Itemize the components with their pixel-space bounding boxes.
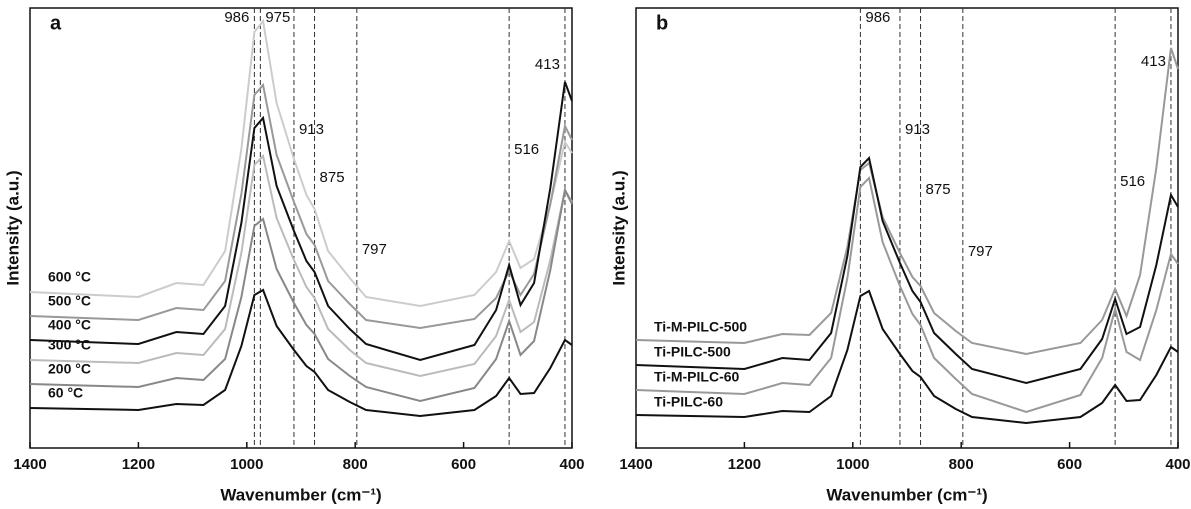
panel-label: a	[50, 12, 62, 34]
x-tick-label: 1000	[230, 456, 263, 473]
x-axis-title: Wavenumber (cm⁻¹)	[220, 485, 381, 504]
y-axis-title: Intensity (a.u.)	[609, 170, 628, 285]
series-label: Ti-M-PILC-60	[654, 369, 740, 385]
peak-label: 875	[926, 181, 951, 198]
spectrum	[29, 186, 573, 403]
peak-label: 913	[299, 121, 324, 138]
series-label: Ti-PILC-500	[654, 344, 731, 360]
peak-label: 797	[362, 241, 387, 258]
x-tick-label: 1400	[13, 456, 46, 473]
series-label: 60 °C	[48, 385, 83, 401]
panel-label: b	[656, 12, 668, 34]
peak-label: 797	[968, 243, 993, 260]
peak-label: 516	[514, 141, 539, 158]
spectrum	[29, 288, 573, 418]
plot-frame	[29, 7, 573, 449]
x-tick-label: 1000	[836, 456, 869, 473]
series-label: Ti-PILC-60	[654, 394, 723, 410]
peak-label: 413	[535, 56, 560, 73]
series-label: 500 °C	[48, 293, 91, 309]
series-label: 200 °C	[48, 361, 91, 377]
spectrum	[635, 175, 1179, 414]
plot-frame	[635, 7, 1179, 449]
x-tick-label: 600	[451, 456, 476, 473]
series-label: Ti-M-PILC-500	[654, 319, 747, 335]
spectrum	[635, 155, 1179, 385]
x-tick-label: 800	[949, 456, 974, 473]
peak-label: 975	[265, 9, 290, 26]
spectrum	[635, 289, 1179, 425]
spectrum	[29, 153, 573, 378]
peak-label: 913	[905, 121, 930, 138]
x-tick-label: 400	[1165, 456, 1190, 473]
spectrum	[29, 18, 573, 308]
peak-label: 516	[1120, 173, 1145, 190]
peak-label: 986	[224, 9, 249, 26]
x-tick-label: 1200	[728, 456, 761, 473]
peak-label: 986	[865, 9, 890, 26]
x-tick-label: 1400	[619, 456, 652, 473]
spectrum	[635, 47, 1179, 356]
x-tick-label: 800	[343, 456, 368, 473]
series-label: 400 °C	[48, 317, 91, 333]
peak-label: 875	[320, 169, 345, 186]
peak-label: 413	[1141, 53, 1166, 70]
x-axis-title: Wavenumber (cm⁻¹)	[826, 485, 987, 504]
spectrum	[29, 82, 573, 330]
spectrum	[29, 81, 573, 362]
x-tick-label: 1200	[122, 456, 155, 473]
x-tick-label: 400	[559, 456, 584, 473]
series-label: 300 °C	[48, 337, 91, 353]
y-axis-title: Intensity (a.u.)	[3, 170, 22, 285]
x-tick-label: 600	[1057, 456, 1082, 473]
series-label: 600 °C	[48, 269, 91, 285]
